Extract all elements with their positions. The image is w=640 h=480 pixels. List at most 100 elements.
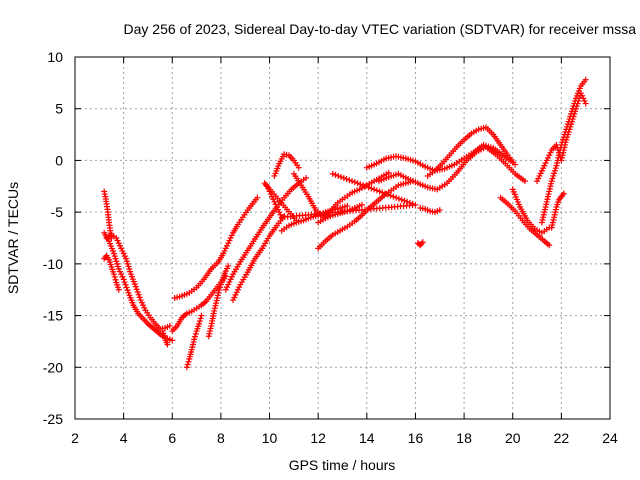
x-tick-label: 22 <box>554 430 570 446</box>
x-tick-labels: 2 4 6 8 10 12 14 16 18 20 22 24 <box>71 430 618 446</box>
y-tick-label: 5 <box>55 101 63 117</box>
data-point <box>560 190 567 197</box>
data-point <box>521 178 528 185</box>
data-point <box>349 178 356 185</box>
y-axis-label: SDTVAR / TECUs <box>5 182 21 294</box>
data-point <box>393 194 400 201</box>
data-point <box>120 276 127 283</box>
data-point <box>121 279 128 286</box>
series-track-v <box>497 194 553 249</box>
data-point <box>122 281 129 288</box>
data-point <box>217 284 224 291</box>
data-point <box>343 176 350 183</box>
data-point <box>169 337 176 344</box>
series-track-s <box>424 124 519 179</box>
data-point <box>110 271 117 278</box>
data-point <box>395 195 402 202</box>
data-point <box>135 291 142 298</box>
data-point <box>398 196 405 203</box>
x-tick-label: 24 <box>602 430 618 446</box>
series-track-d <box>101 252 122 293</box>
data-point <box>436 207 443 214</box>
y-tick-label: -15 <box>43 308 63 324</box>
data-point <box>338 173 345 180</box>
data-marks <box>101 76 589 371</box>
data-point <box>332 171 339 178</box>
data-point <box>225 262 232 269</box>
data-point <box>215 289 222 296</box>
data-point <box>254 194 261 201</box>
x-tick-label: 20 <box>505 430 521 446</box>
data-point <box>136 294 143 301</box>
data-point <box>382 190 389 197</box>
data-point <box>108 235 115 241</box>
data-point <box>376 188 383 195</box>
series-track-i <box>205 262 232 340</box>
data-point <box>191 336 198 343</box>
series-track-l <box>271 151 302 179</box>
x-tick-label: 14 <box>359 430 375 446</box>
data-point <box>409 200 416 207</box>
x-tick-label: 10 <box>262 430 278 446</box>
series-track-t <box>417 205 443 216</box>
x-tick-label: 18 <box>456 430 472 446</box>
data-point <box>546 242 553 249</box>
x-axis-label: GPS time / hours <box>289 457 396 473</box>
data-point <box>412 201 419 208</box>
axis-ticks <box>74 56 611 420</box>
data-point <box>373 187 380 194</box>
y-tick-label: -20 <box>43 359 63 375</box>
x-tick-label: 16 <box>408 430 424 446</box>
y-tick-label: -10 <box>43 256 63 272</box>
series-track-z <box>548 190 567 231</box>
data-point <box>197 315 204 322</box>
data-point <box>368 185 375 192</box>
series-track-e <box>159 328 171 348</box>
data-point <box>582 76 589 83</box>
data-point <box>406 199 413 206</box>
x-tick-label: 12 <box>310 430 326 446</box>
data-point <box>123 284 130 291</box>
data-point <box>379 189 386 196</box>
y-tick-labels: -25 -20 -15 -10 -5 0 5 10 <box>43 49 63 427</box>
data-point <box>335 172 342 179</box>
y-tick-label: -25 <box>43 411 63 427</box>
data-point <box>185 358 192 365</box>
data-point <box>346 177 353 184</box>
data-point <box>344 202 351 209</box>
x-tick-label: 4 <box>120 430 128 446</box>
series-track-r <box>375 143 528 193</box>
series-track-a <box>101 229 176 344</box>
data-point <box>166 322 173 329</box>
data-point <box>351 179 358 186</box>
data-point <box>124 287 131 294</box>
data-point <box>196 318 203 325</box>
y-tick-label: 0 <box>55 152 63 168</box>
data-point <box>390 193 397 200</box>
data-point <box>192 330 199 337</box>
series-track-j <box>222 175 310 293</box>
data-point <box>365 184 372 191</box>
data-point <box>216 287 223 294</box>
data-point <box>115 286 122 293</box>
series-track-y <box>534 90 589 185</box>
data-point <box>360 182 367 189</box>
series-track-f <box>171 194 261 301</box>
data-point <box>384 191 391 198</box>
data-point <box>134 288 141 295</box>
series-track-c <box>101 188 115 241</box>
data-point <box>164 341 171 348</box>
series-track-w <box>509 186 553 236</box>
data-point <box>582 100 589 107</box>
data-point <box>340 175 347 182</box>
data-point <box>191 333 198 340</box>
chart-title: Day 256 of 2023, Sidereal Day-to-day VTE… <box>124 21 637 37</box>
grid <box>75 57 610 419</box>
y-tick-label: -5 <box>51 204 64 220</box>
x-tick-label: 6 <box>168 430 176 446</box>
series-track-q <box>363 141 516 174</box>
data-point <box>196 320 203 327</box>
data-point <box>111 273 118 280</box>
series-track-u <box>414 239 426 249</box>
